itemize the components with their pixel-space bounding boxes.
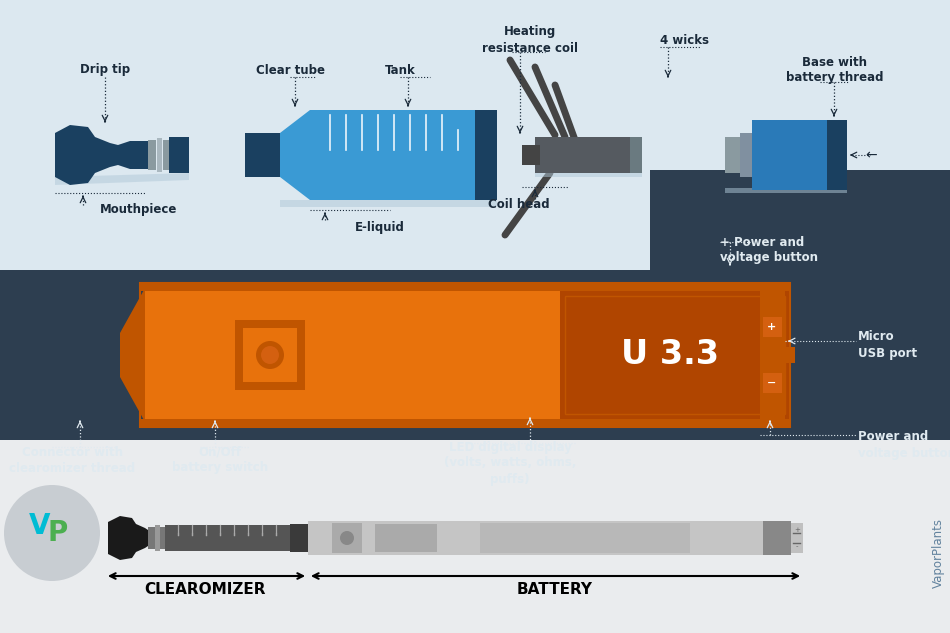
Bar <box>760 288 785 422</box>
Text: Base with
battery thread: Base with battery thread <box>787 56 884 84</box>
Circle shape <box>261 346 279 364</box>
Bar <box>475 110 497 200</box>
Text: +: + <box>794 527 800 533</box>
Bar <box>480 523 690 553</box>
Text: Coil head: Coil head <box>488 199 550 211</box>
Bar <box>155 525 160 551</box>
Text: CLEAROMIZER: CLEAROMIZER <box>144 582 266 598</box>
Bar <box>140 419 790 427</box>
Polygon shape <box>280 110 310 200</box>
Text: Mouthpiece: Mouthpiece <box>100 203 178 216</box>
Polygon shape <box>108 516 136 560</box>
Bar <box>169 137 189 173</box>
Bar <box>535 137 630 173</box>
Circle shape <box>256 341 284 369</box>
Bar <box>0 440 950 633</box>
Text: Heating
resistance coil: Heating resistance coil <box>482 25 578 54</box>
Bar <box>310 110 475 200</box>
Bar <box>145 288 785 422</box>
Bar <box>791 523 803 553</box>
Bar <box>752 120 827 190</box>
Bar <box>522 145 540 165</box>
Text: VaporPlants: VaporPlants <box>932 518 944 588</box>
Bar <box>0 270 950 440</box>
Bar <box>630 137 642 173</box>
Bar <box>740 133 752 177</box>
Text: LED digital display
(volts, watts, ohms,
puffs): LED digital display (volts, watts, ohms,… <box>444 441 577 486</box>
Bar <box>163 140 169 170</box>
Text: U 3.3: U 3.3 <box>621 339 719 372</box>
Bar <box>375 524 437 552</box>
Text: On/Off
battery switch: On/Off battery switch <box>172 446 268 475</box>
Text: -: - <box>796 543 798 549</box>
Text: + Power and
voltage button: + Power and voltage button <box>720 235 818 265</box>
Bar <box>763 373 782 393</box>
Bar <box>308 521 763 555</box>
Bar <box>650 170 950 270</box>
Bar <box>725 188 847 193</box>
Bar <box>763 317 782 337</box>
Polygon shape <box>280 200 497 207</box>
Bar <box>165 525 290 551</box>
Bar <box>827 120 847 190</box>
Text: E-liquid: E-liquid <box>355 220 405 234</box>
Bar <box>0 0 950 443</box>
Bar <box>235 320 305 390</box>
Polygon shape <box>118 141 148 169</box>
Text: P: P <box>48 519 68 547</box>
Circle shape <box>4 485 100 581</box>
Text: −: − <box>768 378 777 388</box>
Text: Power and
voltage button: Power and voltage button <box>858 430 950 460</box>
Bar <box>725 137 740 173</box>
Polygon shape <box>136 524 148 552</box>
Polygon shape <box>55 125 95 185</box>
Bar <box>332 523 362 553</box>
Bar <box>785 347 795 363</box>
Bar <box>763 521 791 555</box>
Bar <box>140 283 790 427</box>
Bar <box>160 527 165 549</box>
Text: ←: ← <box>865 148 877 162</box>
Bar <box>148 140 156 170</box>
Circle shape <box>340 531 354 545</box>
Text: Micro
USB port: Micro USB port <box>858 330 917 360</box>
Polygon shape <box>120 288 145 422</box>
Text: Drip tip: Drip tip <box>80 63 130 77</box>
Bar <box>560 291 790 419</box>
Bar <box>148 527 155 549</box>
Polygon shape <box>55 173 189 185</box>
Polygon shape <box>95 137 118 173</box>
Bar <box>290 524 308 552</box>
Text: Clear tube: Clear tube <box>256 63 325 77</box>
Text: 4 wicks: 4 wicks <box>660 34 709 46</box>
Text: +: + <box>768 322 777 332</box>
Bar <box>245 133 280 177</box>
Bar <box>243 328 297 382</box>
Text: V: V <box>29 512 50 540</box>
Bar <box>565 296 785 414</box>
Text: Connector with
clearomizer thread: Connector with clearomizer thread <box>9 446 135 475</box>
Text: Tank: Tank <box>385 63 415 77</box>
Text: BATTERY: BATTERY <box>517 582 593 598</box>
Bar <box>140 283 790 291</box>
Bar <box>157 138 162 172</box>
Bar <box>535 172 642 177</box>
Bar <box>145 288 495 422</box>
